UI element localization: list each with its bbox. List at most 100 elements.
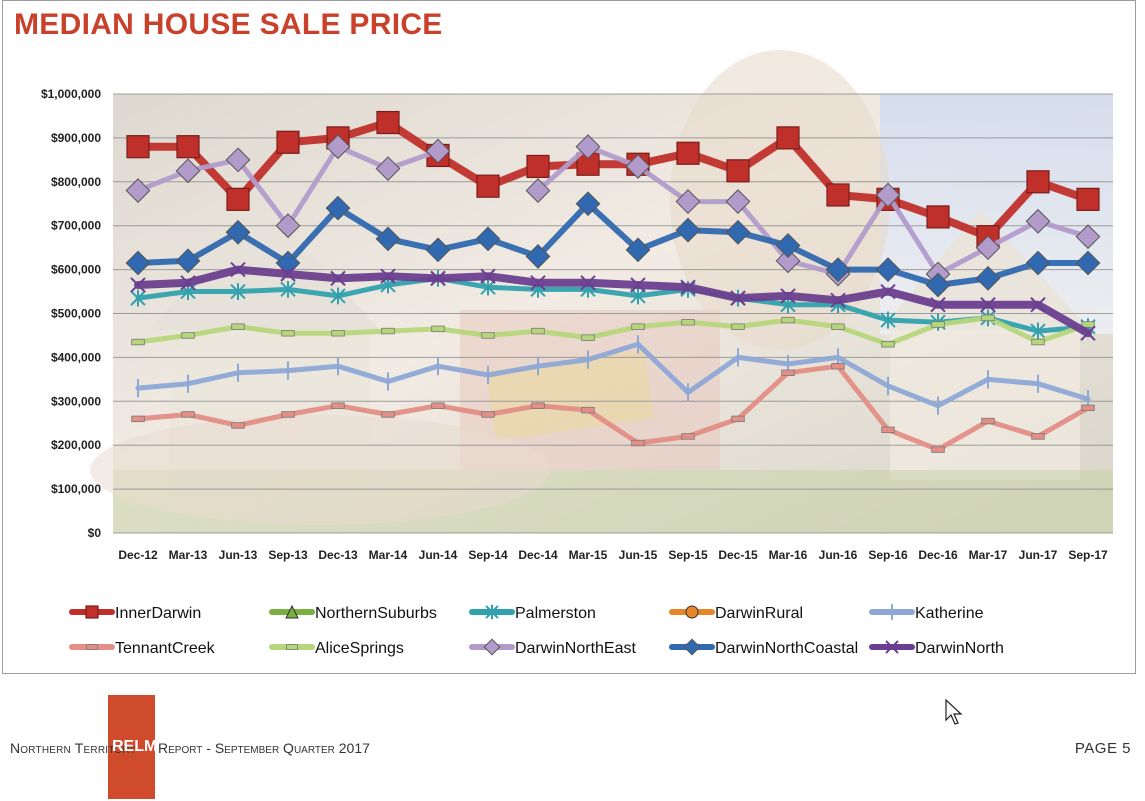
series-darwinnorthcoastal xyxy=(125,191,1101,298)
data-point xyxy=(330,270,346,287)
data-point xyxy=(483,638,501,656)
legend-label: AliceSprings xyxy=(315,640,404,657)
data-point xyxy=(925,272,951,298)
data-point xyxy=(675,217,701,243)
y-tick-label: $300,000 xyxy=(51,394,101,408)
x-tick-label: Jun-17 xyxy=(1019,548,1058,562)
data-point xyxy=(325,134,351,160)
data-point xyxy=(225,147,251,173)
data-point xyxy=(1075,224,1101,250)
data-point xyxy=(831,323,845,330)
data-point xyxy=(485,604,499,620)
data-point xyxy=(225,219,251,245)
series-alicesprings xyxy=(131,314,1095,348)
legend-item: NorthernSuburbs xyxy=(269,604,437,622)
data-point xyxy=(275,213,301,239)
x-tick-label: Mar-13 xyxy=(169,548,208,562)
data-point xyxy=(625,237,651,263)
data-point xyxy=(381,411,395,418)
data-point xyxy=(931,446,945,453)
data-point xyxy=(725,189,751,214)
data-point xyxy=(675,189,701,214)
series-innerdarwin xyxy=(126,110,1100,249)
data-point xyxy=(830,292,846,309)
x-axis: Dec-12 Mar-13 Jun-13 Sep-13 Dec-13 Mar-14 Jun-… xyxy=(118,548,1108,562)
data-point xyxy=(475,226,501,252)
data-point xyxy=(730,290,746,306)
data-point xyxy=(481,411,495,418)
x-tick-label: Sep-17 xyxy=(1068,548,1108,562)
page-title: MEDIAN HOUSE SALE PRICE xyxy=(14,8,443,41)
data-point xyxy=(881,341,895,348)
data-point xyxy=(780,288,796,304)
y-tick-label: $700,000 xyxy=(51,219,101,233)
data-point xyxy=(531,402,545,409)
data-point xyxy=(930,297,946,313)
series-line xyxy=(135,341,1091,409)
legend-label: DarwinRural xyxy=(715,605,803,622)
data-point xyxy=(375,156,401,182)
brand-box xyxy=(108,695,155,799)
data-point xyxy=(125,250,151,276)
x-tick-label: Jun-15 xyxy=(619,548,658,562)
y-tick-label: $400,000 xyxy=(51,350,101,364)
data-point xyxy=(1081,321,1095,328)
data-point xyxy=(1030,297,1046,313)
data-point xyxy=(281,411,295,418)
x-tick-label: Sep-16 xyxy=(868,548,908,562)
data-point xyxy=(1025,250,1051,276)
data-point xyxy=(775,248,801,274)
data-point xyxy=(875,182,901,208)
data-point xyxy=(731,415,745,423)
data-point xyxy=(726,159,750,183)
data-point xyxy=(775,233,801,258)
x-tick-label: Dec-15 xyxy=(718,548,758,562)
data-point xyxy=(126,135,150,159)
legend: InnerDarwin NorthernSuburbs Palmerston Darw… xyxy=(69,604,1004,657)
data-point xyxy=(176,135,200,159)
data-point xyxy=(981,314,995,322)
data-point xyxy=(230,261,246,278)
legend-label: NorthernSuburbs xyxy=(315,605,437,622)
x-tick-label: Jun-13 xyxy=(219,548,258,562)
data-point xyxy=(781,316,795,324)
mouse-cursor-icon xyxy=(945,698,963,725)
data-point xyxy=(631,439,645,447)
data-point xyxy=(981,417,995,425)
data-point xyxy=(575,134,601,160)
x-tick-label: Mar-14 xyxy=(369,548,408,562)
data-point xyxy=(680,279,696,295)
x-tick-label: Sep-15 xyxy=(668,548,708,562)
data-point xyxy=(325,195,351,221)
data-point xyxy=(375,226,401,252)
data-point xyxy=(230,283,246,300)
data-point xyxy=(1025,208,1051,234)
data-point xyxy=(125,178,151,203)
data-point xyxy=(476,174,500,198)
data-point xyxy=(676,141,700,165)
legend-item: DarwinNorth xyxy=(869,640,1004,657)
data-point xyxy=(425,138,451,164)
data-point xyxy=(231,323,245,330)
data-point xyxy=(376,110,400,135)
data-point xyxy=(480,278,496,296)
data-point xyxy=(526,154,550,179)
legend-item: Palmerston xyxy=(469,604,596,622)
data-point xyxy=(431,402,445,409)
data-point xyxy=(175,158,201,184)
data-point xyxy=(875,257,901,283)
data-point xyxy=(425,237,451,263)
data-point xyxy=(131,415,145,423)
data-point xyxy=(276,130,300,154)
data-point xyxy=(1030,322,1046,340)
y-tick-label: $600,000 xyxy=(51,263,101,277)
data-point xyxy=(1080,325,1096,341)
legend-label: InnerDarwin xyxy=(115,605,201,622)
x-tick-label: Dec-13 xyxy=(318,548,358,562)
data-point xyxy=(231,422,245,429)
y-tick-label: $1,000,000 xyxy=(41,87,101,101)
data-point xyxy=(481,332,495,339)
x-tick-label: Jun-16 xyxy=(819,548,858,562)
y-axis: $0 $100,000 $200,000 $300,000 $400,000 $500,0… xyxy=(41,87,101,540)
y-tick-label: $100,000 xyxy=(51,482,101,496)
